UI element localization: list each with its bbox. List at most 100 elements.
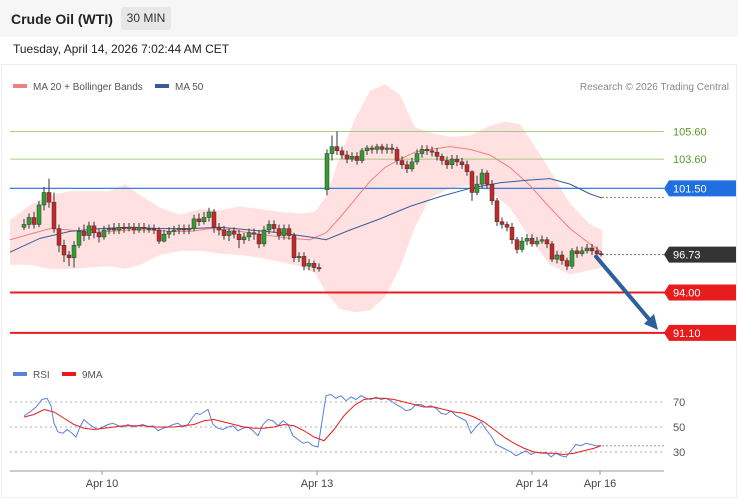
candle-body xyxy=(399,160,405,165)
candle-body xyxy=(369,147,375,150)
candle-body xyxy=(564,260,570,267)
candle-body xyxy=(176,228,182,231)
candle-body xyxy=(296,256,302,259)
candle-body xyxy=(409,161,415,170)
candle-body xyxy=(524,238,530,242)
candle-body xyxy=(539,239,545,242)
timeframe-button[interactable]: 30 MIN xyxy=(121,7,171,30)
candle-body xyxy=(429,150,435,153)
price-layer: 105.60 103.60 101.50 96.73 94.00 91.10 xyxy=(9,84,736,341)
candle-body xyxy=(404,164,410,170)
rsi-ma-line xyxy=(23,397,602,456)
candle-body xyxy=(579,250,585,254)
candle-body xyxy=(364,147,370,152)
candle-body xyxy=(529,238,535,245)
forecast-arrow-head xyxy=(644,313,658,330)
copyright-text: Research © 2026 Trading Central xyxy=(580,82,729,93)
candle-body xyxy=(101,229,107,238)
candle-body xyxy=(96,232,102,238)
candle-body xyxy=(241,236,247,240)
support-label-bg xyxy=(664,284,736,301)
current-price-label: 96.73 xyxy=(673,250,701,262)
resistance-label: 105.60 xyxy=(673,126,707,138)
candle-body xyxy=(394,149,400,161)
candle-body xyxy=(334,146,340,152)
candle-body xyxy=(151,228,157,231)
candle-body xyxy=(41,192,47,206)
time-tick-label: Apr 13 xyxy=(301,478,333,490)
candle-body xyxy=(271,224,277,229)
ma50-legend-label: MA 50 xyxy=(175,82,204,93)
candle-body xyxy=(66,254,72,259)
candle-body xyxy=(196,218,202,222)
candle-body xyxy=(36,204,42,225)
candle-body xyxy=(414,153,420,163)
candle-body xyxy=(26,217,32,225)
candle-body xyxy=(111,228,117,231)
candle-body xyxy=(339,150,345,156)
timestamp: Tuesday, April 14, 2026 7:02:44 AM CET xyxy=(13,42,230,56)
candle-body xyxy=(71,245,77,259)
ma20-legend-label: MA 20 + Bollinger Bands xyxy=(33,82,143,93)
candle-body xyxy=(31,217,37,225)
candle-body xyxy=(286,228,292,236)
candle-body xyxy=(231,231,237,235)
candle-body xyxy=(51,201,57,229)
candle-body xyxy=(246,232,252,238)
candle-body xyxy=(81,231,87,236)
candle-body xyxy=(61,245,67,256)
candle-body xyxy=(211,211,217,228)
bollinger-band xyxy=(10,84,602,312)
rsi-ma-legend-swatch xyxy=(62,372,76,376)
ma20-line xyxy=(9,146,603,253)
candle-body xyxy=(479,172,485,185)
candle-body xyxy=(494,200,500,222)
candle-body xyxy=(76,231,82,246)
candle-body xyxy=(311,263,317,268)
candle-body xyxy=(256,233,262,245)
support-price-label: 91.10 xyxy=(673,328,701,340)
candle-body xyxy=(56,228,62,246)
candle-body xyxy=(251,232,257,235)
candle-body xyxy=(221,229,227,236)
candle-body xyxy=(484,172,490,185)
candle-body xyxy=(514,239,520,250)
candle-body xyxy=(598,253,604,255)
candle-body xyxy=(236,233,242,240)
candle-body xyxy=(349,156,355,160)
candle-body xyxy=(329,146,335,154)
candle-body xyxy=(156,229,162,242)
candle-body xyxy=(574,250,580,254)
pivot-label-bg xyxy=(664,180,736,197)
candle-body xyxy=(166,231,172,235)
candle-body xyxy=(444,160,450,165)
candle-body xyxy=(464,164,470,172)
candle-body xyxy=(559,254,565,261)
candle-body xyxy=(504,224,510,228)
candle-body xyxy=(389,147,395,150)
candle-body xyxy=(474,183,480,193)
candle-body xyxy=(439,156,445,161)
rsi-legend-label: RSI xyxy=(33,370,50,381)
candle-body xyxy=(434,151,440,157)
candle-body xyxy=(584,247,590,252)
candle-body xyxy=(216,226,222,231)
candle-body xyxy=(281,228,287,236)
candle-body xyxy=(186,228,192,231)
candle-body xyxy=(509,226,515,240)
chart-frame xyxy=(1,64,737,498)
candle-body xyxy=(316,267,322,270)
candle-body xyxy=(86,225,92,236)
candle-body xyxy=(424,149,430,152)
candle-body xyxy=(344,154,350,160)
candle-body xyxy=(454,158,460,163)
candle-body xyxy=(359,150,365,161)
ma20-legend-swatch xyxy=(13,84,27,88)
ma50-legend-swatch xyxy=(155,84,169,88)
candle-body xyxy=(181,228,187,231)
candle-body xyxy=(301,256,307,267)
candle-body xyxy=(121,226,127,229)
rsi-layer: 70 50 30 Apr 10 Apr 13 Apr 14 Apr 16 xyxy=(10,393,685,490)
candle-body xyxy=(489,183,495,202)
